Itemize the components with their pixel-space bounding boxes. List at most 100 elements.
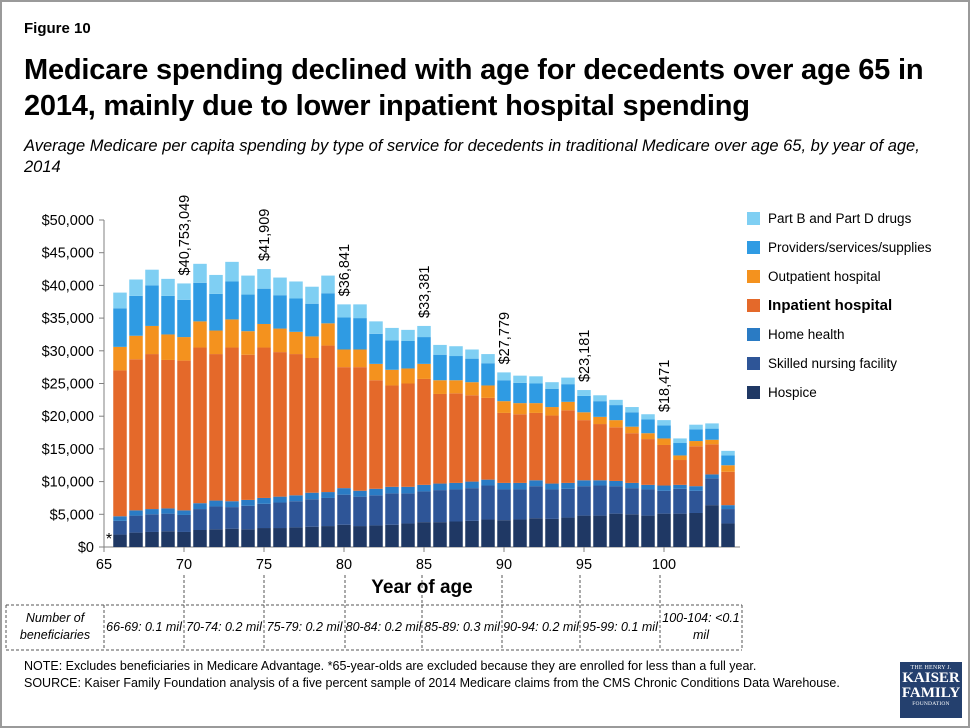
bar-segment-providers-services-supplies bbox=[577, 395, 591, 413]
legend-label: Providers/services/supplies bbox=[768, 239, 932, 255]
legend-item: Home health bbox=[747, 324, 845, 344]
bar-segment-inpatient-hospital bbox=[337, 367, 351, 489]
note-text: NOTE: Excludes beneficiaries in Medicare… bbox=[24, 659, 757, 673]
bar-segment-skilled-nursing-facility bbox=[641, 489, 655, 516]
bar-segment-skilled-nursing-facility bbox=[209, 506, 223, 530]
bar-segment-skilled-nursing-facility bbox=[369, 495, 383, 526]
bar-segment-inpatient-hospital bbox=[561, 410, 575, 483]
bar-segment-providers-services-supplies bbox=[353, 318, 367, 350]
chart-subtitle: Average Medicare per capita spending by … bbox=[24, 137, 920, 176]
legend-label: Home health bbox=[768, 326, 845, 342]
bar-segment-inpatient-hospital bbox=[401, 383, 415, 487]
bar-segment-providers-services-supplies bbox=[321, 293, 335, 324]
bar-segment-outpatient-hospital bbox=[401, 368, 415, 384]
bar-segment-part-b-and-part-d-drugs bbox=[225, 261, 239, 282]
bar-segment-inpatient-hospital bbox=[289, 354, 303, 496]
bar-segment-hospice bbox=[145, 531, 159, 547]
bar-segment-home-health bbox=[369, 488, 383, 496]
bar-segment-home-health bbox=[353, 490, 367, 497]
legend-label: Hospice bbox=[768, 384, 817, 400]
logo-line-4: FOUNDATION bbox=[912, 701, 950, 707]
bar-segment-hospice bbox=[289, 527, 303, 547]
x-tick-label: 95 bbox=[576, 557, 592, 573]
bar-segment-providers-services-supplies bbox=[337, 317, 351, 350]
bar-segment-skilled-nursing-facility bbox=[449, 489, 463, 522]
bar-segment-outpatient-hospital bbox=[609, 420, 623, 428]
bar-segment-outpatient-hospital bbox=[561, 401, 575, 411]
legend-item: Hospice bbox=[747, 382, 817, 402]
bar-segment-part-b-and-part-d-drugs bbox=[209, 274, 223, 294]
y-tick-label: $50,000 bbox=[42, 213, 94, 229]
bar-segment-outpatient-hospital bbox=[177, 337, 191, 361]
bar-segment-outpatient-hospital bbox=[657, 438, 671, 445]
bar-segment-hospice bbox=[401, 523, 415, 547]
bar-segment-outpatient-hospital bbox=[193, 321, 207, 348]
bar-segment-skilled-nursing-facility bbox=[657, 490, 671, 514]
bar-segment-hospice bbox=[385, 524, 399, 547]
bar-segment-outpatient-hospital bbox=[577, 412, 591, 421]
logo-line-2: KAISER bbox=[902, 670, 960, 686]
bar-segment-outpatient-hospital bbox=[593, 416, 607, 425]
bar-segment-part-b-and-part-d-drugs bbox=[369, 321, 383, 334]
bar-segment-outpatient-hospital bbox=[225, 319, 239, 348]
bar-segment-outpatient-hospital bbox=[289, 331, 303, 355]
bar-segment-skilled-nursing-facility bbox=[113, 520, 127, 535]
beneficiaries-group-cell: 90-94: 0.2 mil bbox=[503, 619, 579, 634]
bar-segment-inpatient-hospital bbox=[577, 420, 591, 481]
bar-segment-home-health bbox=[577, 480, 591, 487]
bar-segment-part-b-and-part-d-drugs bbox=[529, 376, 543, 384]
bar-segment-home-health bbox=[561, 482, 575, 489]
bar-segment-inpatient-hospital bbox=[641, 439, 655, 485]
figure-label: Figure 10 bbox=[24, 20, 91, 37]
bar-segment-inpatient-hospital bbox=[705, 444, 719, 475]
bar-segment-home-health bbox=[657, 485, 671, 491]
bar-segment-hospice bbox=[625, 514, 639, 547]
bar-segment-part-b-and-part-d-drugs bbox=[561, 377, 575, 385]
bar-segment-outpatient-hospital bbox=[241, 331, 255, 355]
bar-segment-hospice bbox=[561, 517, 575, 547]
legend-label: Part B and Part D drugs bbox=[768, 210, 912, 226]
bar-segment-inpatient-hospital bbox=[113, 370, 127, 517]
bar-segment-outpatient-hospital bbox=[257, 323, 271, 348]
bar-segment-skilled-nursing-facility bbox=[417, 491, 431, 523]
bar-segment-hospice bbox=[113, 534, 127, 547]
bar-segment-home-health bbox=[625, 482, 639, 489]
bar-segment-outpatient-hospital bbox=[321, 323, 335, 346]
bar-segment-home-health bbox=[417, 484, 431, 492]
y-tick-label: $30,000 bbox=[42, 344, 94, 360]
y-tick-label: $10,000 bbox=[42, 475, 94, 491]
bar-segment-inpatient-hospital bbox=[177, 360, 191, 511]
bar-segment-inpatient-hospital bbox=[193, 347, 207, 504]
bar-segment-home-health bbox=[305, 492, 319, 500]
y-tick-label: $40,000 bbox=[42, 278, 94, 294]
bar-segment-inpatient-hospital bbox=[257, 347, 271, 498]
bar-segment-skilled-nursing-facility bbox=[481, 485, 495, 520]
logo-line-1: THE HENRY J. bbox=[910, 665, 952, 671]
bar-segment-home-health bbox=[705, 474, 719, 479]
bar-segment-hospice bbox=[177, 531, 191, 547]
legend-label: Skilled nursing facility bbox=[768, 355, 898, 371]
bar-segment-hospice bbox=[529, 518, 543, 547]
bar-segment-hospice bbox=[369, 525, 383, 547]
bar-segment-skilled-nursing-facility bbox=[529, 486, 543, 519]
bar-segment-hospice bbox=[545, 518, 559, 547]
bar-segment-providers-services-supplies bbox=[689, 429, 703, 442]
bar-segment-inpatient-hospital bbox=[241, 354, 255, 500]
bar-segment-outpatient-hospital bbox=[129, 335, 143, 360]
bar-segment-hospice bbox=[609, 513, 623, 547]
x-tick-label: 70 bbox=[176, 557, 192, 573]
bar-segment-outpatient-hospital bbox=[513, 403, 527, 415]
bar-segment-part-b-and-part-d-drugs bbox=[705, 423, 719, 429]
bar-segment-inpatient-hospital bbox=[657, 444, 671, 486]
bar-segment-home-health bbox=[433, 483, 447, 491]
x-tick-label: 75 bbox=[256, 557, 272, 573]
bar-segment-providers-services-supplies bbox=[497, 380, 511, 402]
bar-segment-inpatient-hospital bbox=[465, 395, 479, 482]
bar-segment-hospice bbox=[465, 520, 479, 547]
bar-segment-outpatient-hospital bbox=[385, 369, 399, 386]
bar-segment-skilled-nursing-facility bbox=[225, 507, 239, 529]
bar-segment-home-health bbox=[337, 488, 351, 495]
bar-segment-providers-services-supplies bbox=[561, 384, 575, 402]
bar-segment-skilled-nursing-facility bbox=[465, 488, 479, 521]
